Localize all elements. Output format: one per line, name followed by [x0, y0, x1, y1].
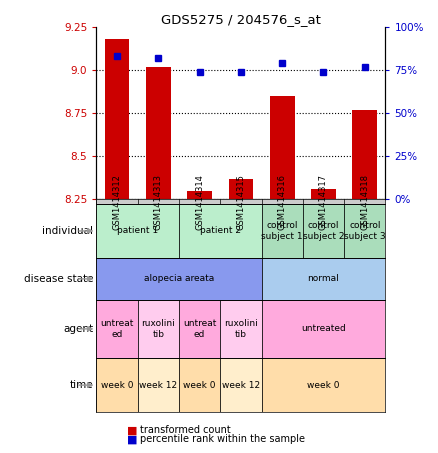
Bar [311, 189, 336, 199]
Text: alopecia areata: alopecia areata [144, 275, 214, 284]
Text: week 12: week 12 [222, 381, 260, 390]
Text: GSM1414317: GSM1414317 [319, 173, 328, 230]
Text: GSM1414315: GSM1414315 [237, 173, 245, 230]
Text: ■: ■ [127, 425, 138, 435]
FancyBboxPatch shape [96, 204, 179, 258]
Title: GDS5275 / 204576_s_at: GDS5275 / 204576_s_at [161, 13, 321, 26]
FancyBboxPatch shape [303, 204, 344, 258]
FancyBboxPatch shape [179, 204, 261, 258]
FancyBboxPatch shape [96, 358, 138, 412]
Bar [270, 96, 295, 199]
Text: disease state: disease state [24, 274, 93, 284]
Text: untreat
ed: untreat ed [100, 319, 134, 338]
FancyBboxPatch shape [179, 300, 220, 358]
Bar [229, 178, 253, 199]
Text: week 0: week 0 [184, 381, 216, 390]
Text: ■: ■ [127, 434, 138, 444]
Text: control
subject 3: control subject 3 [344, 221, 385, 241]
FancyBboxPatch shape [138, 300, 179, 358]
Text: GSM1414312: GSM1414312 [113, 173, 121, 230]
FancyBboxPatch shape [138, 358, 179, 412]
Text: patient 2: patient 2 [200, 226, 241, 236]
Text: GSM1414314: GSM1414314 [195, 173, 204, 230]
FancyBboxPatch shape [96, 300, 138, 358]
Text: normal: normal [307, 275, 339, 284]
Text: week 0: week 0 [307, 381, 340, 390]
Text: ruxolini
tib: ruxolini tib [224, 319, 258, 338]
Text: percentile rank within the sample: percentile rank within the sample [140, 434, 305, 444]
Text: GSM1414316: GSM1414316 [278, 173, 287, 230]
Text: patient 1: patient 1 [117, 226, 158, 236]
Text: control
subject 1: control subject 1 [261, 221, 303, 241]
FancyBboxPatch shape [220, 300, 261, 358]
Text: untreat
ed: untreat ed [183, 319, 216, 338]
Text: GSM1414318: GSM1414318 [360, 173, 369, 230]
Text: time: time [70, 380, 93, 390]
Text: untreated: untreated [301, 324, 346, 333]
Text: agent: agent [64, 324, 93, 334]
Bar [105, 39, 129, 199]
Bar [146, 67, 171, 199]
Text: week 12: week 12 [139, 381, 177, 390]
Text: individual: individual [42, 226, 93, 236]
FancyBboxPatch shape [344, 204, 385, 258]
FancyBboxPatch shape [261, 358, 385, 412]
FancyBboxPatch shape [261, 204, 303, 258]
Text: control
subject 2: control subject 2 [303, 221, 344, 241]
Text: ruxolini
tib: ruxolini tib [141, 319, 175, 338]
FancyBboxPatch shape [220, 358, 261, 412]
Bar [353, 110, 377, 199]
FancyBboxPatch shape [179, 358, 220, 412]
Bar [187, 191, 212, 199]
Text: week 0: week 0 [101, 381, 133, 390]
FancyBboxPatch shape [261, 300, 385, 358]
FancyBboxPatch shape [261, 258, 385, 300]
Text: transformed count: transformed count [140, 425, 231, 435]
FancyBboxPatch shape [96, 258, 261, 300]
Text: GSM1414313: GSM1414313 [154, 173, 163, 230]
